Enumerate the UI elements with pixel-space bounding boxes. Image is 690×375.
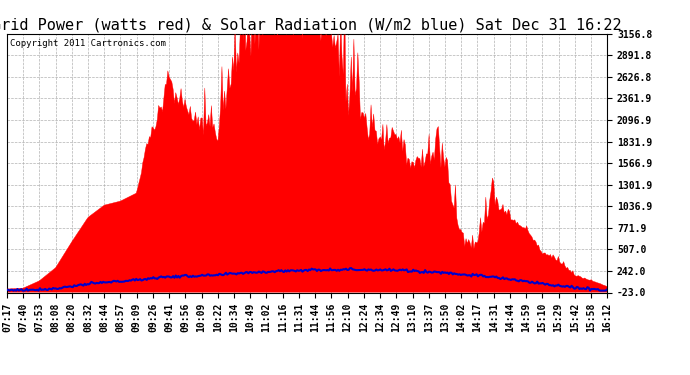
Text: Copyright 2011 Cartronics.com: Copyright 2011 Cartronics.com: [10, 39, 166, 48]
Title: Grid Power (watts red) & Solar Radiation (W/m2 blue) Sat Dec 31 16:22: Grid Power (watts red) & Solar Radiation…: [0, 18, 622, 33]
